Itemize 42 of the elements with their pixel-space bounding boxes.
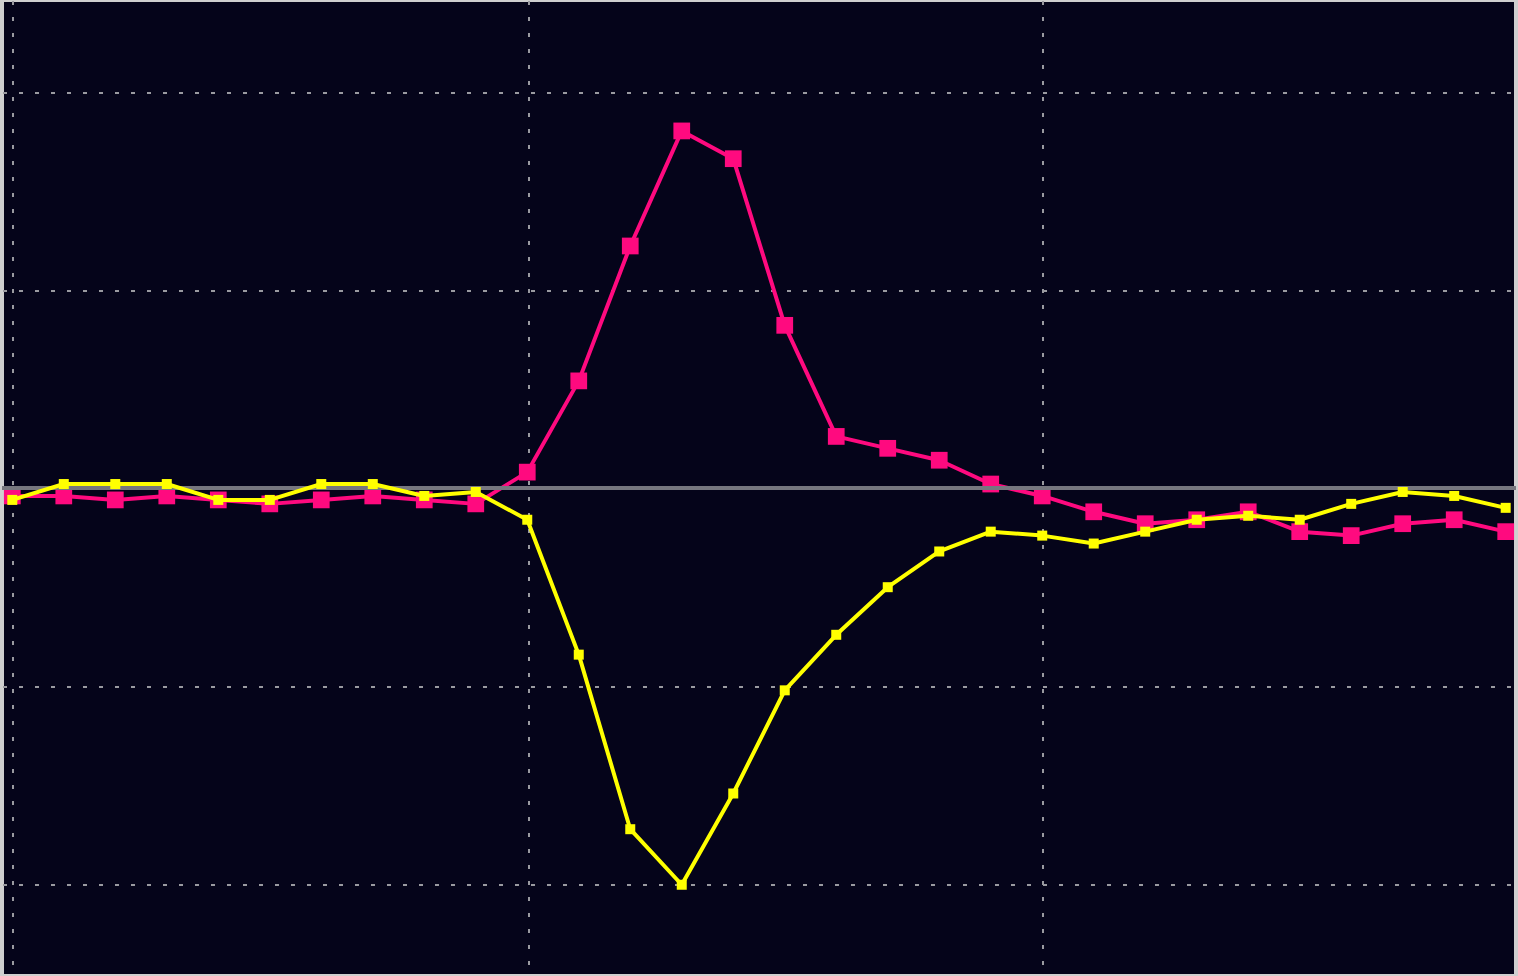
point <box>1037 530 1048 541</box>
point <box>1088 538 1099 549</box>
point <box>1445 511 1463 529</box>
point <box>367 479 378 490</box>
point <box>110 479 121 490</box>
point <box>467 495 485 513</box>
point <box>930 451 948 469</box>
point <box>985 526 996 537</box>
point <box>1497 523 1515 541</box>
point <box>1346 498 1357 509</box>
point <box>779 685 790 696</box>
point <box>831 629 842 640</box>
point <box>106 491 124 509</box>
point <box>1085 503 1103 521</box>
point <box>1140 526 1151 537</box>
point <box>316 479 327 490</box>
point <box>621 237 639 255</box>
point <box>724 150 742 168</box>
point <box>776 316 794 334</box>
point <box>570 372 588 390</box>
point <box>573 649 584 660</box>
point <box>1342 527 1360 544</box>
point <box>1291 523 1309 541</box>
point <box>827 428 845 445</box>
point <box>312 491 330 509</box>
point <box>1500 502 1511 513</box>
point <box>879 439 897 457</box>
point <box>522 514 533 525</box>
point <box>673 122 691 140</box>
point <box>676 879 687 890</box>
point <box>1449 490 1460 501</box>
point <box>882 582 893 593</box>
point <box>934 546 945 557</box>
point <box>625 824 636 835</box>
point <box>58 479 69 490</box>
point <box>518 463 536 481</box>
point <box>1397 486 1408 497</box>
point <box>1294 514 1305 525</box>
point <box>161 479 172 490</box>
point <box>728 788 739 799</box>
point <box>470 486 481 497</box>
point <box>1394 515 1412 533</box>
